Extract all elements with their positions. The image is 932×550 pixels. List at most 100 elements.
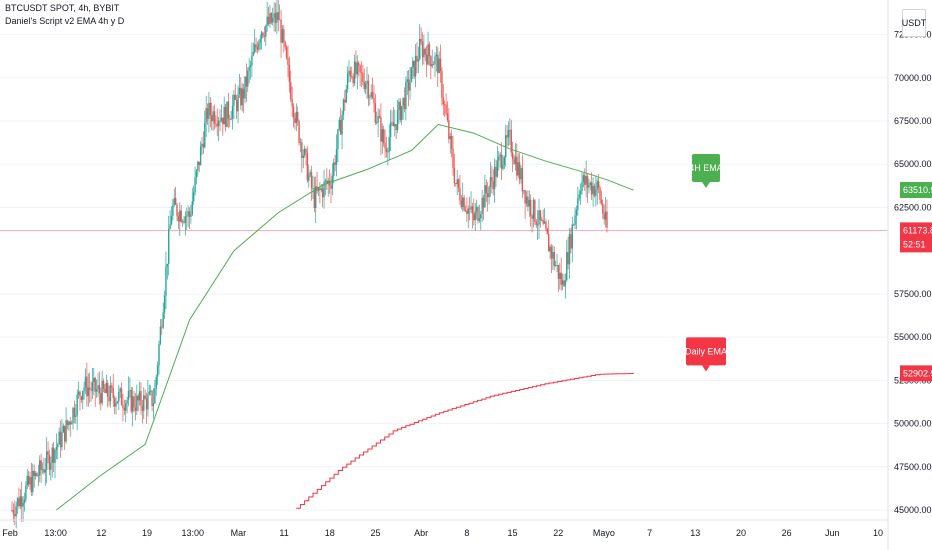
candle-body xyxy=(566,252,568,281)
candle-body xyxy=(98,385,101,394)
candle-body xyxy=(163,295,166,313)
candle-body xyxy=(299,142,302,144)
candle-body xyxy=(603,213,605,220)
candle-body xyxy=(281,29,284,43)
candle-body xyxy=(456,179,458,185)
candle-body xyxy=(211,115,213,122)
candle-body xyxy=(439,58,442,72)
candle-body xyxy=(247,70,249,87)
x-tick-label: Abr xyxy=(414,528,428,538)
daily-ema-callout[interactable]: Daily EMA xyxy=(685,337,727,372)
x-tick-label: 15 xyxy=(508,528,518,538)
indicator-legend[interactable]: Daniel's Script v2 EMA 4h y D xyxy=(5,16,125,26)
candle-body xyxy=(116,401,119,403)
candle-body xyxy=(389,122,392,138)
candle-body xyxy=(570,234,572,249)
candle-body xyxy=(453,167,456,183)
candle-body xyxy=(500,154,503,169)
candle-body xyxy=(323,181,325,198)
candle-body xyxy=(170,215,173,225)
currency-button[interactable]: USDT xyxy=(902,9,926,37)
candle-body xyxy=(204,122,206,148)
candle-body xyxy=(457,179,460,188)
price-axis[interactable]: 72500.0070000.0067500.0065000.0062500.00… xyxy=(887,0,932,550)
candle-body xyxy=(488,187,490,198)
candle-body xyxy=(521,168,524,192)
candle-body xyxy=(156,365,159,377)
candle-body xyxy=(351,76,353,78)
candle-body xyxy=(381,129,383,142)
ema-daily-line xyxy=(296,373,635,509)
x-tick-label: 26 xyxy=(782,528,792,538)
candle-body xyxy=(496,160,499,177)
candle-body xyxy=(366,80,368,84)
candle-body xyxy=(313,188,316,209)
candle-body xyxy=(358,62,360,66)
candle-body xyxy=(503,157,506,165)
candle-body xyxy=(70,423,73,425)
daily-ema-callout-label: Daily EMA xyxy=(685,346,727,356)
candle-body xyxy=(434,56,436,65)
candle-body xyxy=(296,111,299,122)
candle-body xyxy=(604,211,607,220)
candle-body xyxy=(374,103,377,123)
candle-body xyxy=(50,462,52,470)
candle-body xyxy=(29,477,31,485)
candle-body xyxy=(219,120,221,122)
candle-body xyxy=(330,185,332,189)
candle-body xyxy=(413,60,415,77)
time-axis[interactable]: Feb 13:00 12 19 13:00 Mar 11 18 25 Abr 8 15 22 Mayo 7 1… xyxy=(0,519,888,538)
candle-body xyxy=(489,177,492,188)
candle-body xyxy=(169,224,171,229)
candle-body xyxy=(471,206,474,214)
candle-body xyxy=(414,55,417,77)
candle-body xyxy=(306,152,309,181)
candle-body xyxy=(474,211,476,221)
candle-body xyxy=(575,209,578,216)
candle-body xyxy=(43,469,45,473)
candle-body xyxy=(399,101,402,120)
y-tick-label: 55000.00 xyxy=(894,332,932,342)
candle-body xyxy=(331,176,334,189)
candle-body xyxy=(586,176,589,188)
candle-body xyxy=(248,66,250,71)
x-tick-label: 18 xyxy=(325,528,335,538)
candle-body xyxy=(466,210,468,214)
candle-body xyxy=(531,215,533,219)
candle-body xyxy=(448,120,450,140)
candle-body xyxy=(86,376,88,397)
candle-body xyxy=(538,210,540,225)
candle-body xyxy=(557,265,560,279)
candle-body xyxy=(424,48,426,55)
current-price-tag-countdown: 52:51 xyxy=(903,239,926,249)
candle-body xyxy=(111,385,113,388)
candle-body xyxy=(22,502,24,507)
candle-body xyxy=(302,155,304,158)
candle-body xyxy=(33,470,35,476)
current-price-tag: 61173.84 52:51 xyxy=(900,222,932,253)
candle-body xyxy=(459,187,461,201)
candle-body xyxy=(11,510,13,511)
candle-body xyxy=(267,16,270,24)
candle-body xyxy=(252,51,255,56)
candle-body xyxy=(481,197,483,215)
x-tick-label: Mayo xyxy=(593,528,615,538)
candle-body xyxy=(524,190,526,204)
candle-body xyxy=(335,149,338,165)
candle-body xyxy=(468,208,471,210)
candle-body xyxy=(517,162,519,176)
candle-body xyxy=(542,219,544,224)
candle-body xyxy=(187,211,189,216)
candle-body xyxy=(486,193,489,198)
candle-body xyxy=(511,152,514,160)
candle-body xyxy=(40,460,42,470)
candle-body xyxy=(61,432,63,448)
4h-ema-callout[interactable]: 4H EMA xyxy=(689,153,723,188)
candle-body xyxy=(249,65,252,67)
candle-body xyxy=(75,415,77,417)
candle-body xyxy=(437,54,439,74)
ema-lines xyxy=(0,123,888,511)
candle-body xyxy=(258,42,260,50)
candle-body xyxy=(55,447,58,450)
